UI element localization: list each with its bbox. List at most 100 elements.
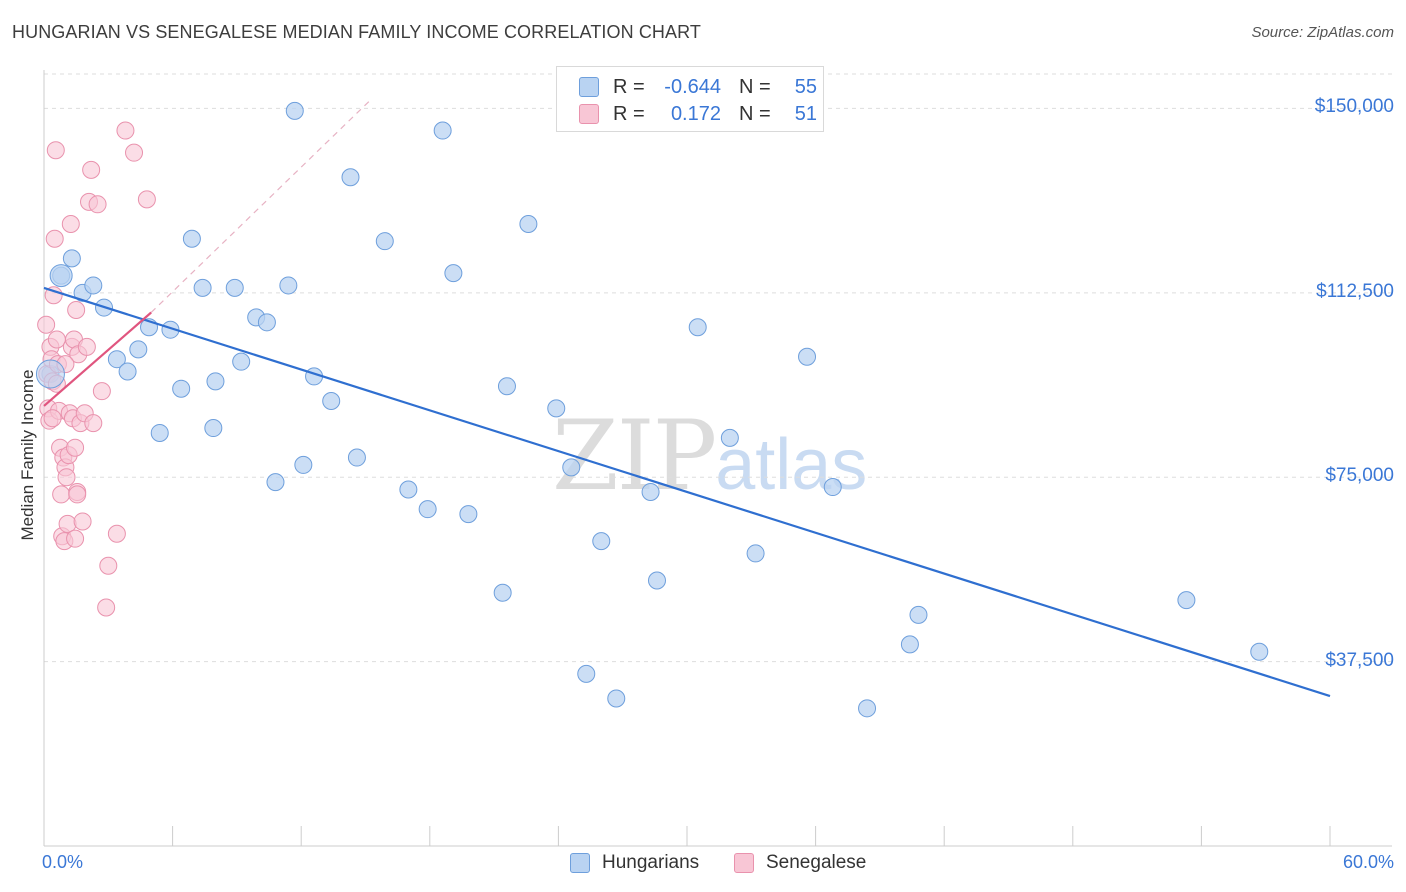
legend-r-label: R = bbox=[613, 75, 645, 98]
hungarian-point bbox=[444, 264, 463, 283]
hungarian-point bbox=[547, 399, 566, 418]
hungarian-point bbox=[129, 340, 148, 359]
hungarian-point bbox=[150, 423, 169, 442]
senegalese-point bbox=[68, 485, 87, 504]
hungarian-point bbox=[206, 372, 225, 391]
senegalese-point bbox=[73, 512, 92, 531]
hungarian-point bbox=[497, 377, 516, 396]
hungarian-point bbox=[720, 428, 739, 447]
hungarian-point bbox=[285, 101, 304, 120]
legend-row-senegalese: R = 0.172 N = 51 bbox=[579, 99, 817, 129]
legend-n-value: 51 bbox=[794, 102, 817, 125]
hungarian-point bbox=[493, 583, 512, 602]
hungarian-point bbox=[62, 249, 81, 268]
hungarian-point bbox=[118, 362, 137, 381]
senegalese-point bbox=[37, 315, 56, 334]
legend-r-value: 0.172 bbox=[670, 102, 721, 125]
hungarian-point bbox=[519, 214, 538, 233]
hungarian-point bbox=[746, 544, 765, 563]
senegalese-point bbox=[99, 556, 118, 575]
senegalese-point bbox=[45, 229, 64, 248]
hungarian-point bbox=[294, 455, 313, 474]
hungarian-point bbox=[798, 347, 817, 366]
senegalese-point bbox=[107, 524, 126, 543]
legend-swatch-senegalese bbox=[579, 104, 599, 124]
senegalese-trend-extension bbox=[150, 98, 373, 313]
source-label: Source: ZipAtlas.com bbox=[1251, 24, 1394, 41]
hungarian-point bbox=[204, 419, 223, 438]
senegalese-point bbox=[82, 160, 101, 179]
chart-title: HUNGARIAN VS SENEGALESE MEDIAN FAMILY IN… bbox=[12, 22, 701, 42]
senegalese-point bbox=[67, 301, 86, 320]
hungarian-point bbox=[418, 500, 437, 519]
legend-row-hungarians: R = -0.644 N = 55 bbox=[579, 72, 817, 102]
hungarian-point bbox=[322, 391, 341, 410]
senegalese-point bbox=[61, 214, 80, 233]
hungarian-point bbox=[592, 532, 611, 551]
hungarian-point bbox=[182, 229, 201, 248]
hungarian-point bbox=[459, 505, 478, 524]
watermark-atlas: atlas bbox=[715, 425, 868, 505]
legend-r-value: -0.644 bbox=[664, 75, 721, 98]
senegalese-point bbox=[92, 382, 111, 401]
y-axis-title: Median Family Income bbox=[18, 369, 37, 541]
senegalese-point bbox=[125, 143, 144, 162]
senegalese-point bbox=[66, 529, 85, 548]
legend-swatch-senegalese bbox=[734, 853, 754, 873]
legend-swatch-hungarians bbox=[570, 853, 590, 873]
senegalese-point bbox=[66, 438, 85, 457]
hungarian-point bbox=[266, 473, 285, 492]
senegalese-point bbox=[46, 141, 65, 160]
legend-n-label: N = bbox=[739, 75, 771, 98]
hungarian-point bbox=[562, 458, 581, 477]
correlation-legend: R = -0.644 N = 55 R = 0.172 N = 51 bbox=[556, 66, 824, 132]
y-tick-label: $150,000 bbox=[1314, 96, 1394, 118]
senegalese-point bbox=[43, 409, 62, 428]
legend-swatch-hungarians bbox=[579, 77, 599, 97]
hungarian-trend-line bbox=[43, 286, 1331, 698]
hungarian-point bbox=[647, 571, 666, 590]
hungarian-point bbox=[1177, 591, 1196, 610]
hungarian-point bbox=[688, 318, 707, 337]
hungarian-point bbox=[577, 664, 596, 683]
senegalese-point bbox=[116, 121, 135, 140]
senegalese-point bbox=[88, 195, 107, 214]
y-tick-label: $75,000 bbox=[1325, 465, 1394, 487]
hungarian-point bbox=[84, 276, 103, 295]
hungarian-point-large bbox=[35, 359, 65, 389]
hungarian-point-large bbox=[49, 264, 73, 288]
legend-item-hungarians[interactable]: Hungarians bbox=[570, 852, 699, 874]
legend-n-value: 55 bbox=[794, 75, 817, 98]
hungarian-point bbox=[279, 276, 298, 295]
hungarian-point bbox=[823, 478, 842, 497]
y-tick-label: $112,500 bbox=[1316, 280, 1394, 302]
hungarian-point bbox=[375, 232, 394, 251]
senegalese-point bbox=[57, 468, 76, 487]
legend-n-label: N = bbox=[739, 102, 771, 125]
hungarian-point bbox=[225, 278, 244, 297]
hungarian-point bbox=[107, 350, 126, 369]
hungarian-point bbox=[172, 379, 191, 398]
senegalese-point bbox=[84, 414, 103, 433]
hungarian-point bbox=[900, 635, 919, 654]
hungarian-point bbox=[607, 689, 626, 708]
x-axis-max-label: 60.0% bbox=[1342, 852, 1394, 872]
series-legend: Hungarians Senegalese bbox=[0, 852, 1406, 878]
senegalese-trend-line bbox=[43, 311, 152, 407]
senegalese-point bbox=[44, 286, 63, 305]
senegalese-point bbox=[52, 485, 71, 504]
legend-label-hungarians: Hungarians bbox=[602, 852, 700, 873]
hungarian-point bbox=[1250, 642, 1269, 661]
hungarian-point bbox=[341, 168, 360, 187]
senegalese-point bbox=[97, 598, 116, 617]
senegalese-point bbox=[77, 337, 96, 356]
y-tick-label: $37,500 bbox=[1325, 649, 1394, 671]
hungarian-point bbox=[858, 699, 877, 718]
hungarian-point bbox=[257, 313, 276, 332]
legend-r-label: R = bbox=[613, 102, 645, 125]
hungarian-point bbox=[347, 448, 366, 467]
legend-item-senegalese[interactable]: Senegalese bbox=[734, 852, 866, 874]
senegalese-point bbox=[47, 330, 66, 349]
x-axis-min-label: 0.0% bbox=[42, 852, 84, 872]
hungarian-point bbox=[232, 352, 251, 371]
